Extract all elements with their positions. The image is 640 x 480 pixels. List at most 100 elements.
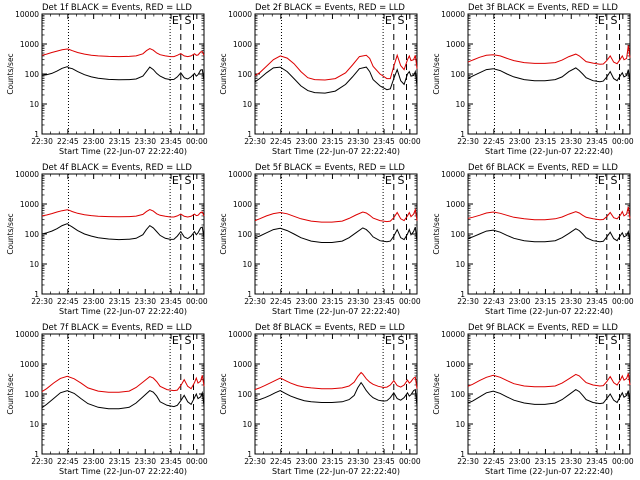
x-tick-label: 00:00 [399, 457, 421, 466]
y-tick-label: 1000 [233, 360, 252, 369]
chart-panel-det7f: Det 7f BLACK = Events, RED = LLD 1 10 100 10… [6, 323, 208, 476]
series-line-events [41, 66, 205, 81]
series-line-events [467, 67, 631, 84]
y-tick-label: 100 [451, 70, 466, 79]
marker-label: S [398, 14, 405, 27]
y-tick-label: 1000 [446, 200, 465, 209]
x-tick-label: 22:30 [244, 457, 266, 466]
y-tick-label: 100 [238, 390, 253, 399]
chart-title: Det 1f BLACK = Events, RED = LLD [42, 3, 192, 13]
x-tick-label: 00:00 [186, 297, 208, 306]
series-line-lld [467, 373, 631, 388]
series-line-lld [41, 48, 205, 58]
x-axis-label: Start Time (22-Jun-07 22:22:40) [59, 467, 187, 476]
x-tick-label: 22:30 [457, 457, 479, 466]
marker-label: E [598, 334, 605, 347]
x-tick-label: 00:00 [399, 297, 421, 306]
x-tick-label: 22:45 [57, 137, 79, 146]
x-tick-label: 23:45 [373, 297, 395, 306]
x-tick-label: 00:00 [186, 137, 208, 146]
y-tick-label: 10 [242, 260, 252, 269]
marker-label: S [398, 334, 405, 347]
x-tick-label: 23:45 [586, 297, 608, 306]
y-tick-label: 10 [242, 420, 252, 429]
marker-label: S [611, 334, 618, 347]
plot-frame [467, 333, 631, 455]
x-axis-label: Start Time (22-Jun-07 22:22:40) [272, 307, 400, 316]
x-tick-label: 23:15 [535, 137, 557, 146]
y-tick-label: 1 [34, 130, 39, 139]
x-tick-label: 22:30 [244, 297, 266, 306]
plot-frame [254, 13, 418, 135]
y-tick-label: 1 [460, 450, 465, 459]
x-tick-label: 23:45 [586, 457, 608, 466]
y-tick-label: 10 [455, 260, 465, 269]
y-tick-label: 1000 [233, 40, 252, 49]
y-tick-label: 10 [242, 100, 252, 109]
y-axis-label: Counts/sec [219, 373, 228, 414]
y-tick-label: 10 [29, 420, 39, 429]
series-line-events [254, 226, 418, 243]
x-tick-label: 23:45 [373, 137, 395, 146]
chart-panel-det4f: Det 4f BLACK = Events, RED = LLD 1 10 100 10… [6, 163, 208, 316]
x-tick-label: 00:00 [612, 297, 634, 306]
x-tick-label: 22:30 [457, 137, 479, 146]
series-line-lld [467, 45, 631, 65]
x-tick-label: 23:00 [83, 137, 105, 146]
chart-panel-det6f: Det 6f BLACK = Events, RED = LLD 1 10 100 10… [432, 163, 634, 316]
series-line-lld [467, 206, 631, 221]
x-tick-label: 23:30 [347, 297, 369, 306]
x-tick-label: 23:30 [134, 297, 156, 306]
y-axis-label: Counts/sec [432, 53, 441, 94]
marker-label: S [611, 174, 618, 187]
marker-label: E [172, 174, 179, 187]
chart-panel-det8f: Det 8f BLACK = Events, RED = LLD 1 10 100 10… [219, 323, 421, 476]
x-tick-label: 23:00 [296, 137, 318, 146]
y-tick-label: 1000 [20, 360, 39, 369]
marker-label: S [398, 174, 405, 187]
x-axis-label: Start Time (22-Jun-07 22:22:40) [272, 147, 400, 156]
x-tick-label: 23:45 [160, 457, 182, 466]
x-tick-label: 22:45 [270, 137, 292, 146]
marker-label: E [172, 334, 179, 347]
series-line-lld [254, 207, 418, 223]
y-tick-label: 1 [34, 290, 39, 299]
y-axis-label: Counts/sec [219, 53, 228, 94]
chart-title: Det 3f BLACK = Events, RED = LLD [468, 3, 618, 13]
x-tick-label: 23:15 [322, 457, 344, 466]
y-tick-label: 1000 [446, 40, 465, 49]
y-tick-label: 10000 [441, 10, 465, 19]
x-tick-label: 23:30 [560, 457, 582, 466]
y-axis-label: Counts/sec [219, 213, 228, 254]
x-tick-label: 23:00 [296, 457, 318, 466]
marker-label: S [185, 174, 192, 187]
y-axis-label: Counts/sec [432, 213, 441, 254]
chart-panel-det5f: Det 5f BLACK = Events, RED = LLD 1 10 100 10… [219, 163, 421, 316]
x-tick-label: 23:00 [296, 297, 318, 306]
marker-label: S [185, 14, 192, 27]
series-line-lld [254, 371, 418, 391]
y-tick-label: 1000 [20, 40, 39, 49]
x-tick-label: 22:30 [457, 297, 479, 306]
x-tick-label: 23:00 [509, 457, 531, 466]
y-tick-label: 10000 [15, 10, 39, 19]
x-tick-label: 23:30 [347, 137, 369, 146]
x-axis-label: Start Time (22-Jun-07 22:22:40) [485, 147, 613, 156]
series-line-events [254, 66, 418, 94]
plot-frame [41, 173, 205, 295]
plot-frame [254, 173, 418, 295]
x-axis-label: Start Time (22-Jun-07 22:22:40) [272, 467, 400, 476]
marker-label: E [172, 14, 179, 27]
x-tick-label: 23:30 [560, 297, 582, 306]
x-tick-label: 22:30 [31, 457, 53, 466]
x-tick-label: 00:00 [399, 137, 421, 146]
y-tick-label: 10000 [15, 170, 39, 179]
chart-panel-det3f: Det 3f BLACK = Events, RED = LLD 1 10 100 10… [432, 3, 634, 156]
x-tick-label: 23:00 [509, 297, 531, 306]
x-tick-label: 23:30 [134, 457, 156, 466]
x-tick-label: 22:30 [31, 137, 53, 146]
chart-title: Det 7f BLACK = Events, RED = LLD [42, 323, 192, 333]
x-tick-label: 22:45 [483, 457, 505, 466]
x-axis-label: Start Time (22-Jun-07 22:22:40) [59, 147, 187, 156]
